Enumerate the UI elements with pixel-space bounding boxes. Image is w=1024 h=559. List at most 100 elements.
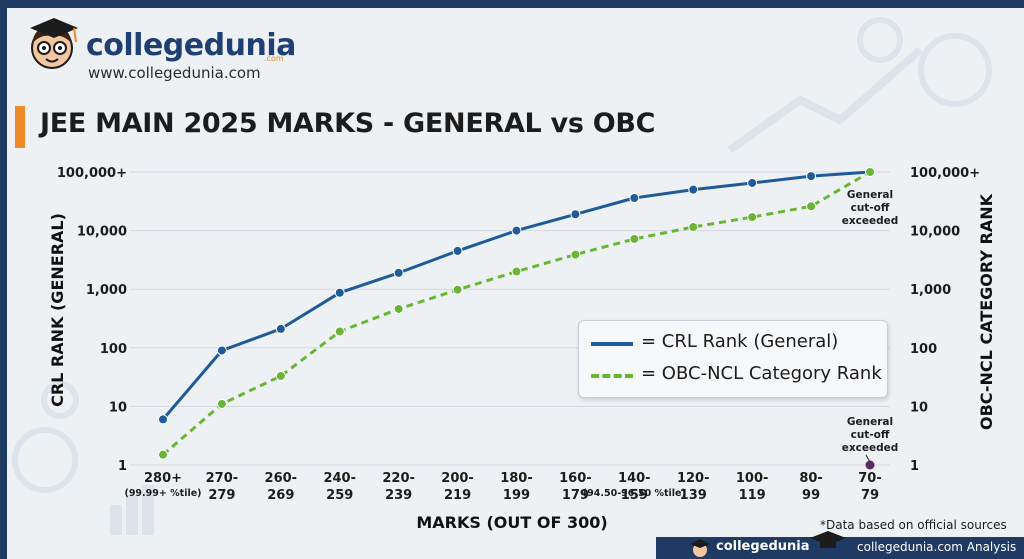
x-tick-label: 120-: [677, 471, 710, 486]
footer-brand: collegedunia: [716, 539, 810, 554]
legend-item-general: = CRL Rank (General): [591, 329, 881, 355]
footer-cap-icon: [810, 531, 846, 548]
annotation-label: General: [847, 189, 893, 201]
brand-url[interactable]: www.collegedunia.com: [88, 64, 261, 82]
legend-label: = CRL Rank (General): [641, 331, 839, 352]
annotation-label: General: [847, 416, 893, 428]
y-tick-label-left: 10,000: [77, 225, 127, 240]
y-tick-label-left: 10: [109, 400, 127, 415]
data-point: [334, 326, 345, 337]
data-point: [570, 209, 581, 220]
x-tick-label: 219: [444, 488, 471, 503]
series-line-1: [162, 170, 871, 456]
data-point: [334, 287, 345, 298]
y-tick-label-right: 1,000: [910, 283, 951, 298]
x-tick-label: 140-: [618, 471, 651, 486]
chart-title: JEE MAIN 2025 MARKS - GENERAL vs OBC: [40, 108, 656, 139]
footnote: *Data based on official sources: [820, 518, 1007, 532]
x-tick-label: 269: [267, 488, 294, 503]
y-tick-label-right: 100,000+: [910, 166, 980, 181]
legend-item-obc: = OBC-NCL Category Rank: [591, 361, 882, 387]
left-accent-strip: [0, 8, 7, 559]
data-point: [511, 225, 522, 236]
x-tick-label: 279: [208, 488, 235, 503]
data-point: [452, 245, 463, 256]
x-tick-label: 239: [385, 488, 412, 503]
x-tick-label: 159: [621, 488, 648, 503]
x-tick-label: 200-: [441, 471, 474, 486]
y-tick-label-right: 10,000: [910, 225, 960, 240]
footer-bar: [656, 537, 1024, 559]
y-tick-label-right: 1: [910, 459, 919, 474]
series-lines: [161, 170, 871, 456]
x-tick-label: 79: [861, 488, 879, 503]
grid-lines: [130, 171, 890, 466]
x-tick-label: 240-: [323, 471, 356, 486]
brand-name: collegedunia: [86, 28, 296, 63]
legend-swatch-solid: [591, 342, 633, 346]
data-point: [216, 345, 227, 356]
x-tick-label: 100-: [736, 471, 769, 486]
data-point: [158, 414, 168, 425]
annotations: Generalcut-offexceededGeneralcut-offexce…: [842, 189, 899, 470]
x-tick-note: (94.50-96.50 %tile): [583, 488, 686, 499]
data-point: [393, 267, 404, 278]
x-tick-label: 179: [562, 488, 589, 503]
y-axis-title-left: CRL RANK (GENERAL): [48, 213, 67, 407]
x-tick-label: 270-: [206, 471, 239, 486]
data-point: [511, 266, 522, 277]
x-tick-note: (99.99+ %tile): [124, 488, 201, 499]
y-tick-label-right: 100: [910, 342, 937, 357]
footer-analysis: collegedunia.com Analysis: [857, 540, 1017, 554]
y-tick-label-left: 100: [100, 342, 127, 357]
data-point: [158, 449, 168, 460]
x-tick-label: 280+: [144, 471, 182, 486]
y-axis-title-right: OBC-NCL CATEGORY RANK: [977, 193, 996, 430]
x-tick-label: 139: [680, 488, 707, 503]
data-point: [806, 171, 817, 182]
brand-tld: .com: [264, 54, 284, 63]
y-tick-labels: 1 1 10 10 100 100 1,000 1,000 10,000 10,000 100,00…: [57, 166, 980, 474]
legend: = CRL Rank (General) = OBC-NCL Category …: [578, 320, 888, 398]
y-tick-label-left: 1: [118, 459, 127, 474]
top-band: [0, 0, 1024, 8]
data-point: [747, 177, 758, 188]
data-point: [275, 323, 286, 334]
x-tick-label: 260-: [265, 471, 298, 486]
data-points: [158, 167, 875, 460]
title-accent-bar: [15, 106, 25, 148]
x-tick-label: 70-: [858, 471, 882, 486]
x-tick-labels: 280+ 270- 279 260- 269 240- 259 220- 239 200- 219 1…: [124, 471, 881, 503]
annotation-label: exceeded: [842, 215, 899, 227]
x-tick-label: 160-: [559, 471, 592, 486]
annotation-marker: [865, 460, 875, 470]
data-point: [570, 249, 581, 260]
x-tick-label: 99: [802, 488, 820, 503]
legend-swatch-dashed: [591, 374, 633, 378]
annotation-label: cut-off: [851, 202, 890, 214]
data-point: [629, 233, 640, 244]
data-point: [216, 398, 227, 409]
x-tick-label: 180-: [500, 471, 533, 486]
x-tick-label: 220-: [382, 471, 415, 486]
data-point: [688, 222, 699, 233]
x-tick-label: 80-: [799, 471, 823, 486]
annotation-label: cut-off: [851, 429, 890, 441]
data-point: [452, 284, 463, 295]
data-point: [806, 201, 817, 212]
x-tick-label: 119: [739, 488, 766, 503]
data-point: [275, 371, 286, 382]
data-point: [747, 212, 758, 223]
y-tick-label-left: 100,000+: [57, 166, 127, 181]
legend-label: = OBC-NCL Category Rank: [641, 363, 882, 384]
x-tick-label: 199: [503, 488, 530, 503]
y-tick-label-right: 10: [910, 400, 928, 415]
data-point: [629, 193, 640, 204]
footer-mascot-icon: [690, 539, 710, 557]
y-tick-label-left: 1,000: [86, 283, 127, 298]
annotation-label: exceeded: [842, 442, 899, 454]
x-tick-label: 259: [326, 488, 353, 503]
brand-logo[interactable]: collegedunia .com www.collegedunia.com: [24, 14, 304, 84]
